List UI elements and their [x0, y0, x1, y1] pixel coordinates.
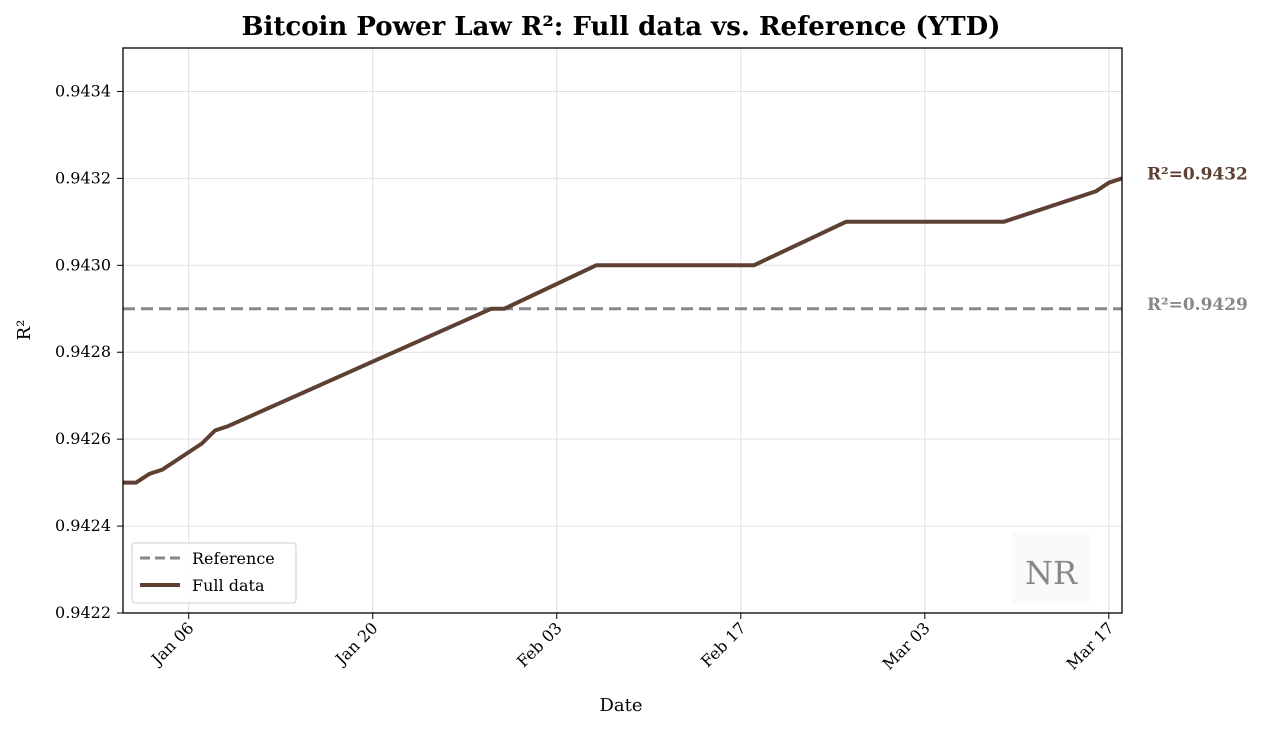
x-tick-label: Feb 03 — [513, 618, 566, 671]
end-labels: R²=0.9429 R²=0.9432 — [1147, 164, 1248, 314]
y-tick-label: 0.9422 — [55, 603, 111, 622]
y-tick-label: 0.9424 — [55, 516, 111, 535]
watermark-box — [1012, 532, 1090, 604]
axes-frame — [122, 47, 1123, 614]
grid — [123, 48, 1122, 614]
legend-full-data-label: Full data — [192, 576, 265, 595]
x-axis-label: Date — [599, 695, 642, 716]
plot-area — [123, 176, 1123, 485]
x-tick-label: Jan 06 — [146, 618, 197, 669]
full-data-series-line — [123, 176, 1123, 485]
watermark-text: NR — [1025, 554, 1078, 592]
watermark: NR — [1012, 532, 1090, 604]
y-tick-label: 0.9432 — [55, 168, 111, 187]
x-tick-label: Mar 17 — [1063, 618, 1118, 673]
y-axis: 0.9422 0.9424 0.9426 0.9428 0.9430 0.9432 0.94… — [55, 81, 123, 622]
full-data-end-label: R²=0.9432 — [1147, 164, 1248, 184]
chart-title: Bitcoin Power Law R²: Full data vs. Refe… — [242, 12, 1001, 42]
y-tick-label: 0.9434 — [55, 81, 111, 100]
x-tick-label: Mar 03 — [878, 618, 933, 673]
legend-reference-label: Reference — [192, 549, 275, 568]
y-tick-label: 0.9430 — [55, 255, 111, 274]
x-tick-label: Feb 17 — [697, 618, 750, 671]
x-axis: Jan 06 Jan 20 Feb 03 Feb 17 Mar 03 Mar 17 — [146, 613, 1118, 674]
y-tick-label: 0.9428 — [55, 342, 111, 361]
y-axis-label: R² — [14, 320, 35, 341]
y-tick-label: 0.9426 — [55, 429, 111, 448]
legend: Reference Full data — [131, 542, 297, 604]
reference-end-label: R²=0.9429 — [1147, 295, 1248, 315]
x-tick-label: Jan 20 — [330, 618, 381, 669]
